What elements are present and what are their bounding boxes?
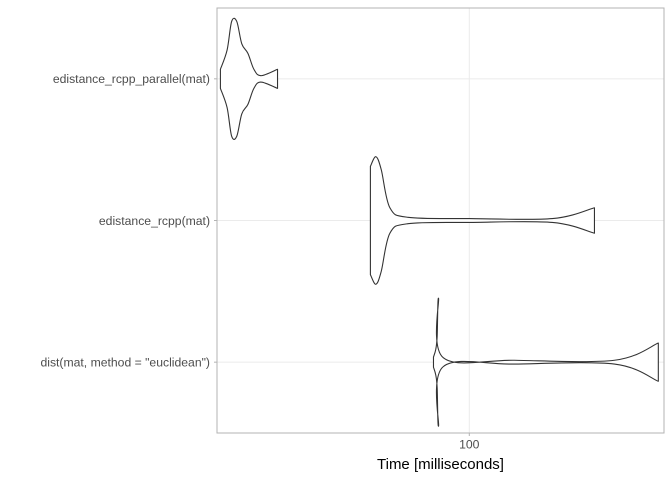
y-tick-label: edistance_rcpp(mat) xyxy=(99,214,210,228)
violin-shape xyxy=(432,297,659,427)
x-axis-ticks: 100 xyxy=(459,433,480,452)
y-tick-label: dist(mat, method = "euclidean") xyxy=(40,355,210,369)
violins xyxy=(219,17,659,427)
y-tick-label: edistance_rcpp_parallel(mat) xyxy=(53,72,210,86)
violin-shape xyxy=(369,156,595,285)
x-tick-label: 100 xyxy=(459,438,480,452)
x-axis-title: Time [milliseconds] xyxy=(377,456,504,473)
y-axis-tick-labels: edistance_rcpp_parallel(mat) edistance_rc… xyxy=(40,72,217,369)
violin-shape xyxy=(219,17,279,140)
